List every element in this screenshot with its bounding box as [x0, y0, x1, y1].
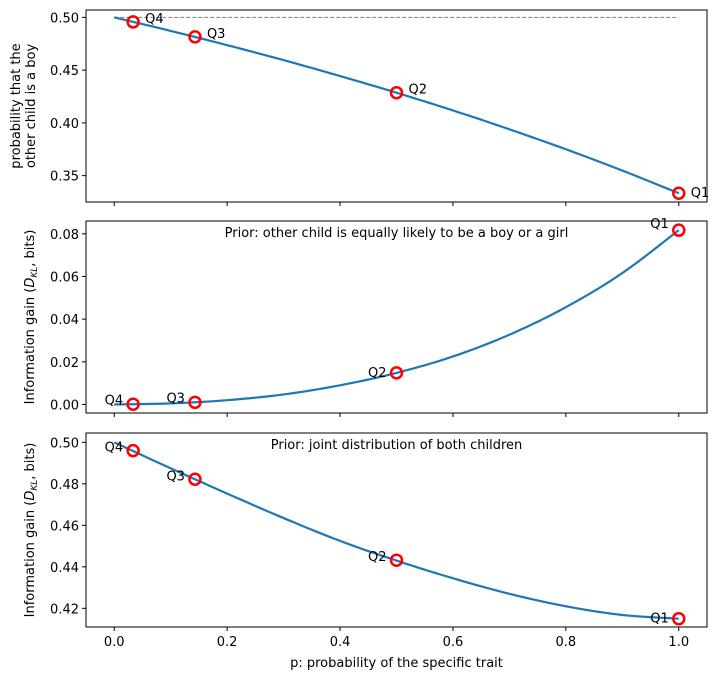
axes-frame [85, 432, 708, 628]
x-tick-label: 0.2 [217, 635, 238, 650]
point-label-q3: Q3 [166, 469, 185, 484]
subplot-3: Q4 Q3 Q2 Q1 0.0 0.2 0.4 0.6 0.8 1.0 0.42 0.44 0.46 0.… [23, 432, 708, 671]
point-label-q2: Q2 [409, 83, 428, 98]
series-line [114, 229, 680, 406]
y-axis-label: Information gain (DKL, bits) [23, 230, 40, 405]
axes-frame [85, 9, 708, 203]
x-tick-label: 0.6 [443, 635, 464, 650]
point-label-q3: Q3 [207, 27, 226, 42]
x-tick-label: 0.4 [330, 635, 351, 650]
point-label-q2: Q2 [368, 550, 387, 565]
series-line [113, 441, 679, 620]
y-tick-label: 0.42 [50, 602, 79, 617]
y-tick-label: 0.44 [50, 561, 79, 576]
y-tick-label: 0.50 [50, 11, 79, 26]
point-marker-q2 [389, 553, 404, 567]
y-tick-label: 0.02 [50, 356, 79, 371]
point-label-q3: Q3 [166, 391, 185, 406]
y-tick-label: 0.46 [50, 519, 79, 534]
point-label-q1: Q1 [691, 186, 710, 201]
x-axis-label: p: probability of the specific trait [290, 656, 503, 671]
point-marker-q2 [389, 366, 404, 380]
y-tick-label: 0.04 [50, 313, 79, 328]
x-tick-label: 0.0 [104, 635, 125, 650]
point-label-q4: Q4 [105, 393, 124, 408]
point-label-q4: Q4 [105, 441, 124, 456]
y-axis-label: Information gain (DKL, bits) [23, 443, 40, 618]
point-marker-q1 [672, 186, 686, 200]
prior-annotation: Prior: joint distribution of both childr… [271, 438, 523, 453]
y-tick-label: 0.48 [50, 478, 79, 493]
y-axis-label: probability that theother child is a boy [9, 43, 39, 168]
prior-annotation: Prior: other child is equally likely to … [225, 226, 569, 241]
y-tick-label: 0.06 [50, 270, 79, 285]
subplot-1: Q4 Q3 Q2 Q1 0.35 0.40 0.45 0.50 probability that… [9, 9, 710, 206]
x-tick-label: 0.8 [556, 635, 577, 650]
point-marker-q3 [188, 395, 202, 410]
point-marker-q1 [672, 223, 686, 237]
point-label-q1: Q1 [650, 217, 669, 232]
point-label-q1: Q1 [650, 612, 669, 627]
point-marker-q2 [389, 85, 404, 100]
x-tick-label: 1.0 [668, 635, 689, 650]
point-label-q4: Q4 [145, 12, 164, 27]
y-tick-label: 0.35 [50, 170, 79, 185]
point-marker-q3 [188, 472, 202, 487]
series-line [113, 16, 680, 195]
point-marker-q4 [126, 397, 140, 412]
y-tick-label: 0.40 [50, 117, 79, 132]
y-tick-label: 0.45 [50, 64, 79, 79]
point-marker-q4 [126, 443, 140, 458]
point-label-q2: Q2 [368, 366, 387, 381]
subplot-2: Q4 Q3 Q2 Q1 0.00 0.02 0.04 0.06 0.08 Prior: other… [23, 217, 708, 417]
point-marker-q4 [126, 15, 140, 29]
y-tick-label: 0.08 [50, 228, 79, 243]
point-marker-q3 [188, 30, 202, 44]
point-marker-q1 [672, 611, 686, 626]
axes-frame [85, 220, 708, 414]
y-tick-label: 0.50 [50, 436, 79, 451]
y-tick-label: 0.00 [50, 398, 79, 413]
